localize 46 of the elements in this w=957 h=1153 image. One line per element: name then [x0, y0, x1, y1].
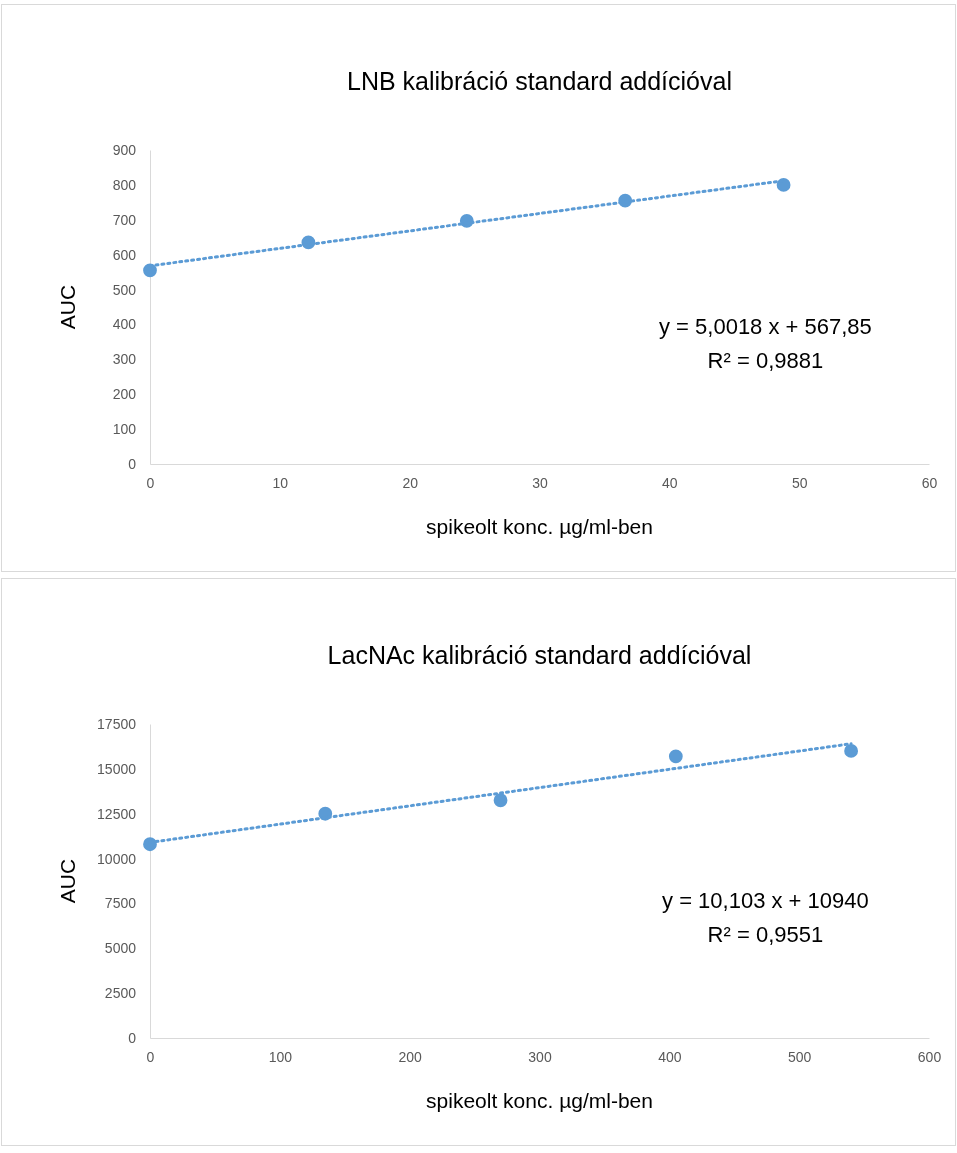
y-tick-label: 200: [112, 386, 137, 403]
x-tick-label: 400: [658, 1048, 682, 1065]
x-tick-label: 500: [787, 1048, 812, 1065]
annotation: R² = 0,9551: [707, 922, 824, 947]
x-tick-label: 100: [268, 1048, 293, 1065]
x-tick-label: 50: [791, 474, 808, 491]
annotation: y = 5,0018 x + 567,85: [658, 314, 872, 339]
y-tick-label: 300: [112, 351, 137, 368]
y-tick-label: 0: [128, 455, 137, 472]
x-tick-label: 10: [272, 474, 289, 491]
annotation: y = 10,103 x + 10940: [662, 888, 869, 913]
annotation: R² = 0,9881: [707, 348, 824, 373]
y-tick-label: 17500: [97, 715, 137, 732]
y-tick-label: 400: [112, 316, 137, 333]
x-tick-label: 0: [146, 1048, 155, 1065]
chart-title: LacNAc kalibráció standard addícióval: [327, 641, 752, 669]
x-tick-label: 30: [532, 474, 548, 491]
y-tick-label: 5000: [104, 940, 137, 957]
point: [143, 263, 157, 278]
y-tick-label: 12500: [97, 805, 137, 822]
x-tick-label: 300: [528, 1048, 552, 1065]
x-axis-title: spikeolt konc. µg/ml-ben: [426, 1089, 653, 1112]
x-tick-label: 40: [662, 474, 678, 491]
y-tick-label: 0: [128, 1029, 137, 1046]
y-tick-label: 15000: [97, 760, 137, 777]
point: [493, 793, 508, 808]
y-tick-label: 900: [112, 141, 137, 158]
y-tick-label: 500: [112, 281, 137, 298]
y-tick-label: 600: [112, 246, 137, 263]
y-tick-label: 700: [112, 211, 137, 228]
point: [844, 744, 859, 758]
y-tick-label: 100: [112, 421, 137, 438]
x-tick-label: 0: [146, 474, 155, 491]
x-tick-label: 20: [402, 474, 419, 491]
chart-title: LNB kalibráció standard addícióval: [347, 67, 732, 95]
y-tick-label: 10000: [97, 850, 137, 867]
y-axis-title: AUC: [56, 858, 79, 904]
x-tick-label: 200: [398, 1048, 423, 1065]
x-tick-label: 60: [921, 474, 938, 491]
x-axis-title: spikeolt konc. µg/ml-ben: [426, 515, 653, 538]
y-tick-label: 800: [112, 176, 137, 193]
y-tick-label: 2500: [104, 985, 137, 1002]
y-axis-title: AUC: [56, 284, 79, 330]
x-tick-label: 600: [917, 1048, 942, 1065]
y-tick-label: 7500: [104, 895, 137, 912]
point: [668, 749, 683, 764]
